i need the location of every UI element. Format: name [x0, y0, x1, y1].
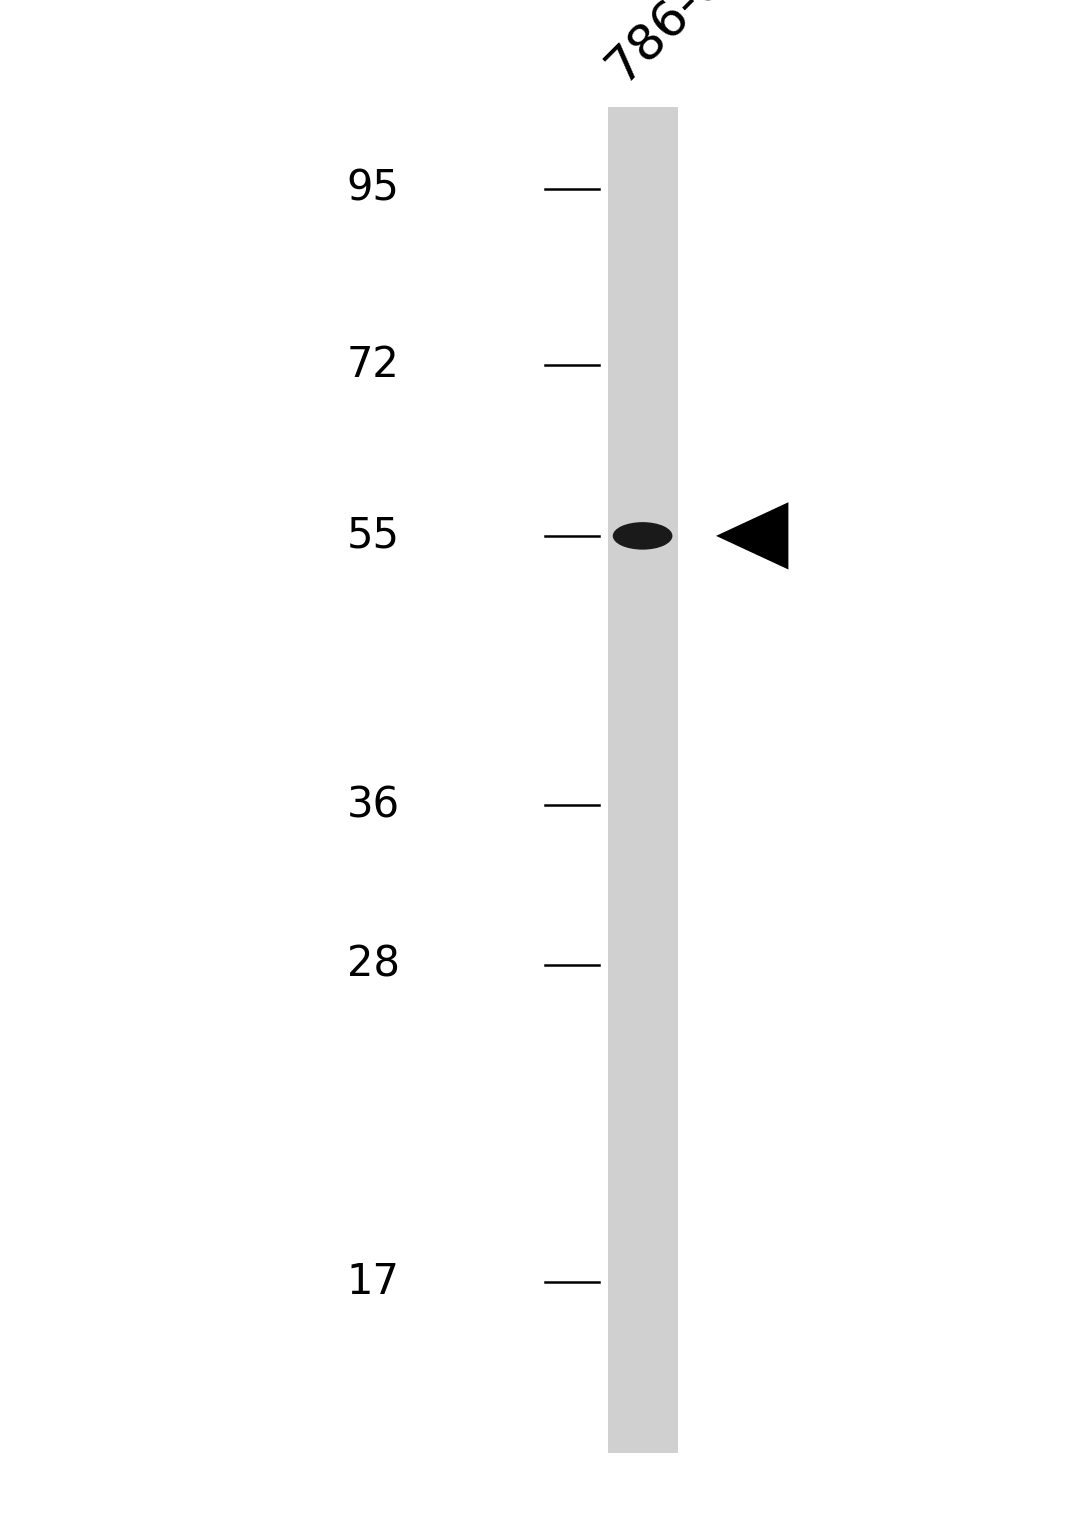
Bar	[607, 107, 678, 1453]
Polygon shape	[716, 502, 788, 569]
Text: 55: 55	[347, 515, 400, 557]
Text: 17: 17	[347, 1261, 400, 1303]
Ellipse shape	[612, 521, 673, 549]
Text: 36: 36	[347, 784, 400, 826]
Text: 95: 95	[347, 168, 400, 209]
Text: 72: 72	[347, 344, 400, 385]
Text: 28: 28	[347, 943, 400, 986]
Text: 786-0: 786-0	[598, 0, 734, 92]
